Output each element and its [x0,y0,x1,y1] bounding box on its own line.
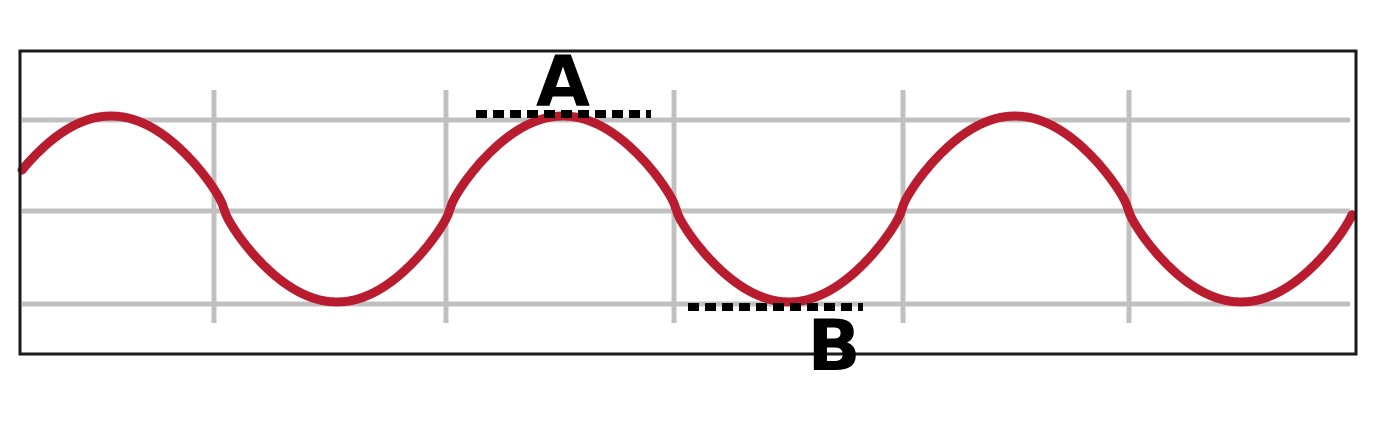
trough-label: B [807,305,860,387]
diagram-frame [18,49,1358,356]
sine-wave [17,111,1357,307]
crest-label: A [536,41,590,123]
